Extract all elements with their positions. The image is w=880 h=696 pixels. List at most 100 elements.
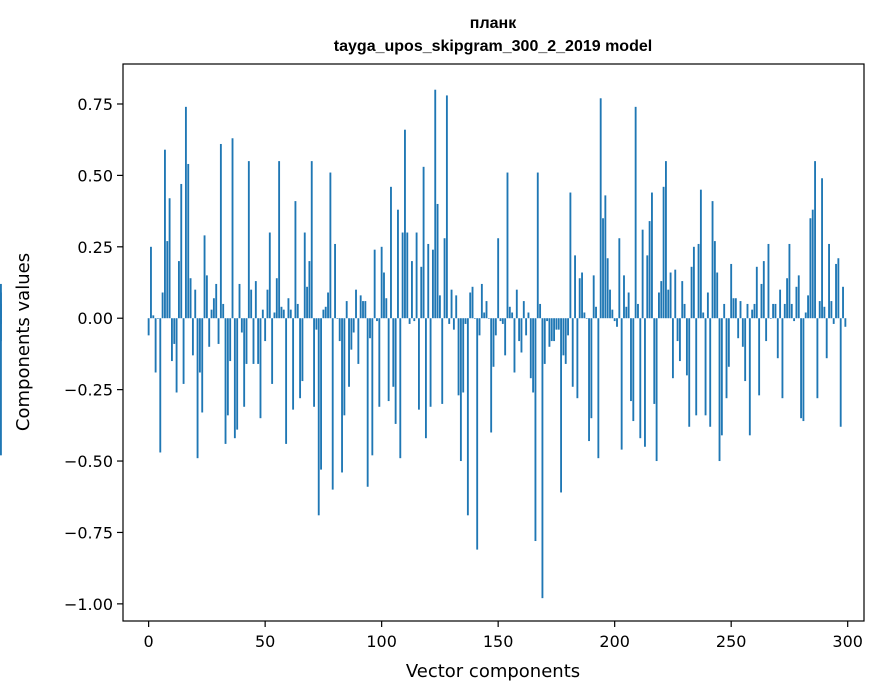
bar-44	[250, 289, 253, 319]
bar-264	[762, 261, 765, 319]
bar-285	[811, 209, 814, 319]
bar-52	[268, 232, 271, 319]
bar-140	[473, 318, 476, 319]
bar-0	[147, 318, 150, 336]
bar-297	[839, 318, 842, 427]
bar-77	[327, 292, 329, 319]
bar-197	[606, 258, 609, 319]
x-tick-label-250: 250	[716, 632, 747, 651]
bar-231	[685, 318, 688, 376]
bar-122	[431, 249, 434, 319]
bar-194	[599, 98, 602, 319]
bar-224	[669, 272, 672, 319]
bar-113	[411, 261, 413, 319]
bar-15	[182, 318, 185, 384]
x-axis: 0 50 100 150 200 250 300	[144, 621, 863, 651]
bar-254	[739, 301, 742, 319]
bar-213	[644, 318, 646, 447]
bar-175	[555, 318, 558, 330]
bar-262	[758, 318, 761, 396]
bar-281	[802, 318, 805, 422]
bar-47	[257, 318, 260, 364]
bar-29	[215, 283, 218, 319]
bar-1	[150, 246, 152, 319]
bar-125	[438, 295, 441, 319]
bar-226	[674, 269, 677, 319]
bar-61	[289, 309, 292, 319]
bar-190	[590, 318, 593, 419]
bar-243	[713, 241, 716, 319]
bar-60	[287, 298, 290, 319]
bar-undefined	[0, 318, 2, 456]
bar-203	[620, 318, 623, 450]
bar-229	[681, 281, 684, 319]
bar-90	[357, 318, 360, 364]
bar-28	[212, 298, 215, 319]
bar-255	[741, 318, 744, 347]
bar-172	[548, 318, 551, 347]
bar-201	[616, 318, 618, 327]
bar-66	[301, 318, 304, 382]
bar-88	[352, 318, 355, 333]
bar-134	[459, 318, 462, 462]
plot-frame	[122, 63, 865, 622]
bar-116	[418, 318, 420, 410]
bar-220	[660, 281, 663, 319]
bar-253	[737, 318, 740, 339]
bar-97	[373, 249, 376, 319]
bar-undefined	[0, 318, 2, 342]
bar-157	[513, 318, 516, 373]
bar-267	[769, 318, 772, 319]
bar-230	[683, 303, 686, 319]
bar-278	[795, 286, 798, 319]
bar-4	[157, 318, 159, 319]
bar-143	[480, 283, 483, 319]
bar-65	[299, 318, 302, 399]
bar-111	[406, 232, 409, 319]
bar-101	[383, 272, 385, 319]
bar-227	[676, 318, 679, 342]
bar-277	[793, 318, 796, 322]
bar-249	[727, 318, 730, 367]
bar-139	[471, 286, 474, 319]
bar-168	[539, 303, 542, 319]
y-tick-label-4: 0.00	[77, 309, 113, 328]
bar-205	[625, 306, 628, 319]
bar-240	[706, 292, 709, 319]
bar-192	[595, 306, 597, 319]
bar-269	[774, 303, 777, 319]
bar-124	[436, 203, 439, 319]
bar-6	[161, 292, 164, 319]
bar-219	[658, 292, 660, 319]
x-tick-label-300: 300	[832, 632, 863, 651]
bar-91	[359, 295, 362, 319]
bar-163	[527, 312, 530, 319]
bar-145	[485, 301, 488, 319]
bar-283	[807, 295, 809, 319]
bar-233	[690, 266, 693, 319]
bar-80	[334, 243, 336, 319]
x-tick-label-150: 150	[483, 632, 514, 651]
bar-12	[175, 318, 178, 393]
bar-129	[448, 318, 451, 324]
bar-106	[394, 318, 397, 424]
bar-200	[613, 318, 616, 322]
bar-196	[604, 195, 607, 319]
y-tick-label-6: 0.50	[77, 166, 113, 185]
y-axis-label: Components values	[13, 253, 34, 431]
bar-223	[667, 289, 670, 319]
bar-155	[508, 306, 511, 319]
bar-257	[746, 303, 749, 319]
bar-87	[350, 318, 353, 350]
bar-245	[718, 318, 721, 462]
bar-167	[536, 172, 539, 319]
bar-238	[702, 312, 705, 319]
bar-186	[581, 272, 583, 319]
bar-195	[602, 218, 604, 319]
bar-193	[597, 318, 600, 459]
bar-67	[303, 232, 306, 319]
bar-152	[501, 318, 504, 324]
bar-141	[476, 318, 479, 550]
bar-239	[704, 318, 707, 416]
